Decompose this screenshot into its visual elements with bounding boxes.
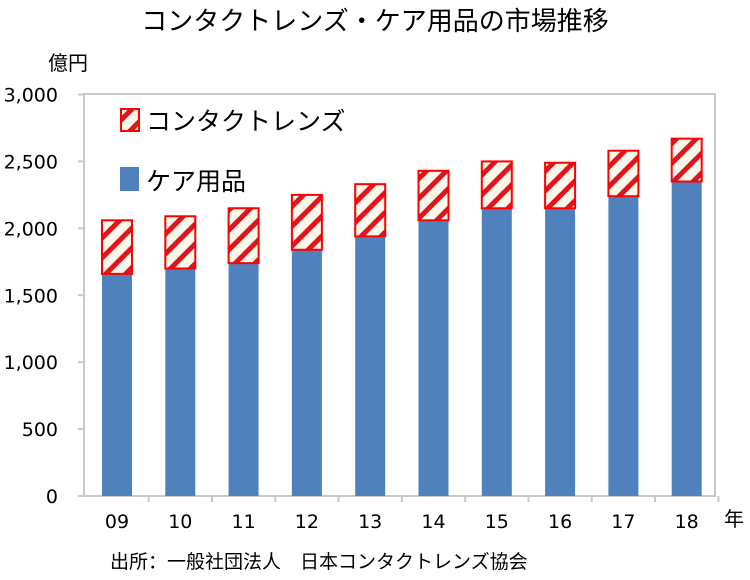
bar-care-products-17 [608, 196, 639, 497]
x-axis-label: 年 [724, 507, 744, 531]
x-tick-label: 09 [105, 511, 129, 533]
bar-care-products-10 [165, 268, 196, 496]
x-tick-label: 13 [358, 511, 382, 533]
legend-label-contact-lens: コンタクトレンズ [146, 107, 346, 136]
x-tick-label: 18 [675, 511, 699, 533]
bar-care-products-15 [481, 208, 512, 496]
x-tick-label: 10 [168, 511, 192, 533]
bar-care-products-18 [671, 181, 702, 496]
bar-care-products-16 [545, 208, 576, 496]
legend-swatch-contact-lens [120, 108, 140, 132]
bar-care-products-11 [228, 263, 259, 496]
bar-contact-lens-16 [544, 161, 577, 210]
bar-contact-lens-12 [290, 193, 323, 251]
bar-care-products-14 [418, 220, 449, 496]
legend: コンタクトレンズ ケア用品 [120, 107, 346, 196]
bar-contact-lens-09 [101, 219, 133, 275]
x-tick-label: 16 [548, 511, 572, 533]
y-axis-label: 億円 [48, 51, 88, 75]
bar-care-products-12 [291, 249, 322, 496]
y-tick-label: 2,000 [4, 218, 58, 240]
bar-care-products-13 [355, 236, 386, 496]
y-tick-label: 3,000 [4, 85, 58, 107]
bar-contact-lens-17 [607, 149, 640, 198]
legend-label-care-products: ケア用品 [146, 167, 246, 196]
bar-contact-lens-11 [227, 207, 260, 265]
chart-title: コンタクトレンズ・ケア用品の市場推移 [141, 7, 608, 37]
x-tick-label: 17 [611, 511, 635, 533]
y-tick-label: 500 [22, 419, 58, 441]
bar-contact-lens-14 [417, 169, 450, 222]
source-note: 出所：一般社団法人 日本コンタクトレンズ協会 [110, 551, 528, 573]
y-tick-label: 0 [46, 486, 58, 508]
y-tick-label: 1,500 [4, 285, 58, 307]
x-tick-label: 12 [295, 511, 319, 533]
x-tick-label: 14 [421, 511, 445, 533]
y-tick-label: 1,000 [4, 352, 58, 374]
bar-contact-lens-15 [480, 160, 513, 210]
bar-contact-lens-18 [670, 137, 703, 183]
y-tick-label: 2,500 [4, 151, 58, 173]
bar-care-products-09 [102, 273, 132, 496]
x-tick-label: 11 [232, 511, 256, 533]
legend-swatch-care-products [120, 167, 139, 191]
bar-contact-lens-13 [354, 183, 387, 238]
x-tick-label: 15 [485, 511, 509, 533]
bar-contact-lens-10 [164, 215, 197, 270]
